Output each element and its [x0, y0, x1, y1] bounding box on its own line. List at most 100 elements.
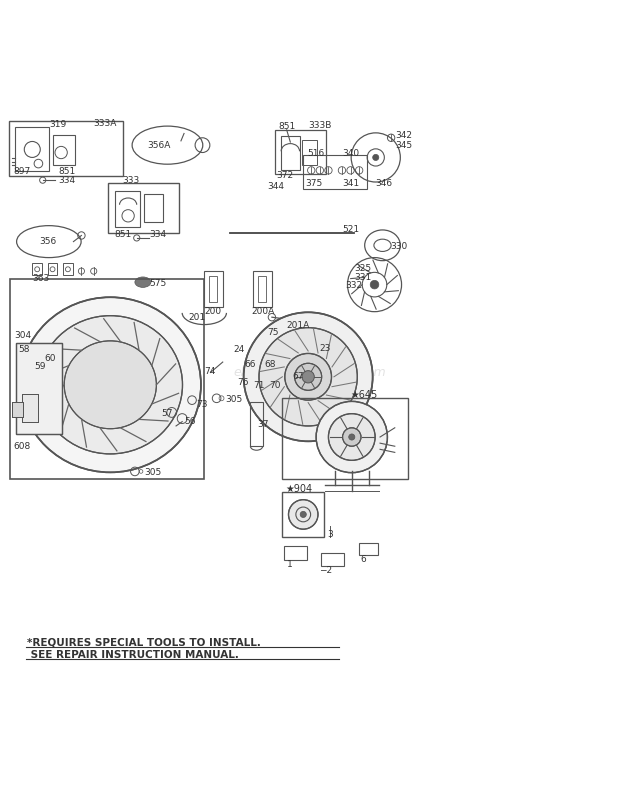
- Text: 346: 346: [376, 180, 393, 188]
- Text: 305: 305: [144, 468, 161, 478]
- Bar: [283, 546, 307, 560]
- Text: 363: 363: [32, 274, 50, 283]
- Bar: [144, 195, 162, 222]
- Text: 58: 58: [18, 344, 30, 354]
- Bar: [63, 263, 73, 276]
- Circle shape: [370, 281, 379, 289]
- Text: 67: 67: [293, 372, 304, 381]
- Text: −2: −2: [319, 567, 332, 575]
- Bar: [16, 343, 63, 434]
- Bar: [10, 279, 204, 479]
- Text: 325: 325: [354, 264, 371, 273]
- Bar: [282, 398, 409, 479]
- Bar: [15, 127, 49, 171]
- Text: 372: 372: [276, 171, 293, 180]
- Text: 60: 60: [45, 354, 56, 362]
- Ellipse shape: [135, 277, 151, 288]
- Text: 201A: 201A: [286, 321, 310, 329]
- Bar: [303, 155, 367, 189]
- Text: 1: 1: [286, 560, 293, 569]
- Text: 76: 76: [237, 378, 249, 388]
- Bar: [259, 276, 266, 302]
- Bar: [115, 191, 140, 227]
- Circle shape: [285, 354, 332, 400]
- Ellipse shape: [64, 341, 156, 429]
- Circle shape: [294, 363, 322, 390]
- Bar: [9, 121, 123, 176]
- Text: 74: 74: [205, 366, 216, 376]
- Bar: [280, 136, 300, 169]
- Text: ★645: ★645: [350, 390, 377, 400]
- Text: 516: 516: [307, 149, 324, 158]
- Bar: [22, 394, 38, 422]
- Text: 575: 575: [149, 279, 166, 288]
- Text: 71: 71: [253, 381, 264, 390]
- Text: eReplacementParts.com: eReplacementParts.com: [234, 366, 386, 379]
- Text: 201: 201: [188, 313, 205, 322]
- Circle shape: [244, 312, 373, 441]
- Circle shape: [288, 500, 318, 530]
- Text: 851: 851: [58, 167, 75, 176]
- Text: 37: 37: [258, 420, 269, 429]
- Text: 56: 56: [184, 417, 195, 426]
- Text: 331: 331: [354, 273, 371, 282]
- Circle shape: [259, 328, 357, 426]
- Text: 68: 68: [264, 360, 275, 369]
- Circle shape: [329, 414, 375, 460]
- Circle shape: [343, 428, 361, 446]
- Bar: [275, 130, 326, 174]
- Text: 200A: 200A: [252, 307, 275, 315]
- Circle shape: [302, 370, 314, 383]
- Bar: [12, 402, 23, 418]
- Text: 75: 75: [267, 328, 278, 337]
- Text: 333: 333: [123, 176, 140, 184]
- Ellipse shape: [20, 297, 201, 472]
- Text: 521: 521: [342, 225, 359, 234]
- Text: 897: 897: [14, 167, 31, 176]
- Text: 334: 334: [149, 230, 166, 239]
- Bar: [48, 263, 58, 276]
- Text: 73: 73: [197, 400, 208, 409]
- Text: 59: 59: [35, 362, 46, 371]
- Text: 851: 851: [278, 122, 295, 132]
- Text: 3: 3: [327, 530, 333, 538]
- Text: 345: 345: [395, 140, 412, 150]
- Text: 200: 200: [205, 307, 221, 315]
- Text: 24: 24: [233, 345, 244, 355]
- Text: 6: 6: [360, 556, 366, 564]
- Text: 70: 70: [269, 381, 280, 390]
- Circle shape: [316, 401, 388, 473]
- Bar: [22, 394, 38, 422]
- Bar: [12, 402, 23, 418]
- Text: 341: 341: [342, 180, 359, 188]
- Text: 330: 330: [390, 242, 407, 251]
- Text: 340: 340: [342, 149, 359, 158]
- Bar: [254, 271, 272, 307]
- Text: 333A: 333A: [94, 119, 117, 128]
- Text: 342: 342: [395, 132, 412, 140]
- Bar: [209, 276, 216, 302]
- Bar: [108, 183, 179, 233]
- Text: 334: 334: [58, 177, 75, 185]
- Text: 332: 332: [345, 281, 363, 290]
- Bar: [282, 492, 324, 537]
- Ellipse shape: [38, 316, 182, 454]
- Text: *REQUIRES SPECIAL TOOLS TO INSTALL.: *REQUIRES SPECIAL TOOLS TO INSTALL.: [27, 637, 261, 648]
- Bar: [32, 263, 42, 276]
- Circle shape: [373, 154, 379, 161]
- Text: 375: 375: [305, 180, 322, 188]
- Bar: [250, 402, 263, 446]
- Bar: [321, 552, 344, 566]
- Text: ★904: ★904: [285, 485, 312, 494]
- Text: SEE REPAIR INSTRUCTION MANUAL.: SEE REPAIR INSTRUCTION MANUAL.: [27, 650, 239, 660]
- Text: 356A: 356A: [148, 140, 171, 150]
- Text: 23: 23: [319, 344, 330, 353]
- Text: 304: 304: [14, 331, 31, 340]
- Text: 333B: 333B: [309, 121, 332, 130]
- Text: 305: 305: [225, 395, 242, 404]
- Text: 608: 608: [14, 442, 31, 451]
- Circle shape: [348, 434, 355, 440]
- Text: 344: 344: [267, 182, 284, 191]
- Bar: [53, 135, 74, 165]
- Bar: [205, 271, 223, 307]
